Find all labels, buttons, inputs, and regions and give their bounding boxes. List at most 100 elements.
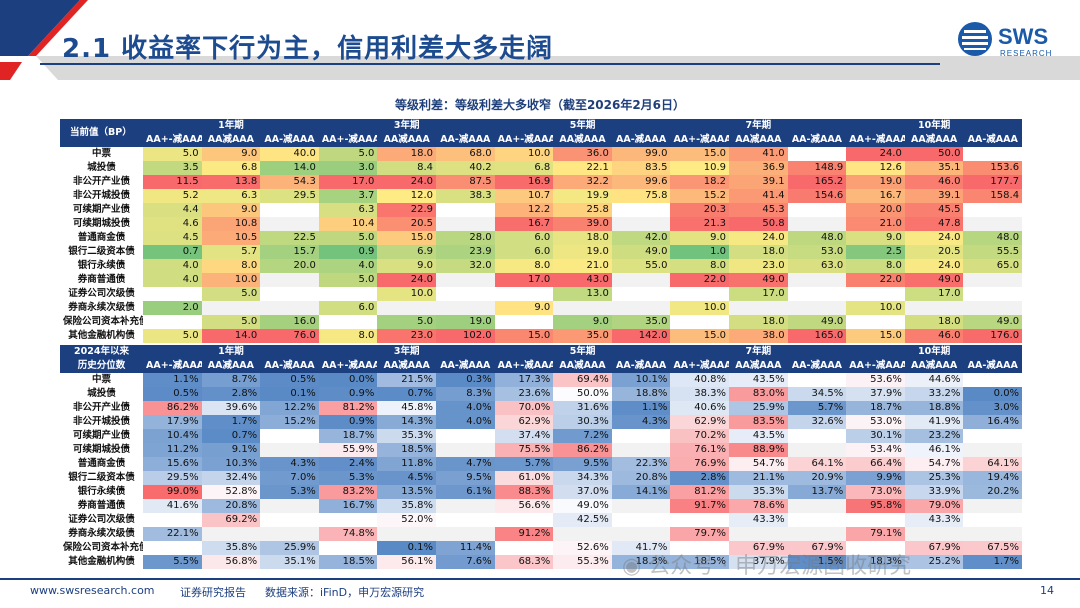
table-cell: 55.0 — [611, 259, 671, 273]
rating-header: AA-减AAA — [787, 359, 847, 373]
table-cell — [494, 541, 554, 555]
table-cell: 22.5 — [260, 231, 319, 245]
table-cell: 0.7% — [201, 429, 261, 443]
table-cell — [904, 301, 964, 315]
table-cell — [260, 527, 319, 541]
table-cell: 10.0 — [846, 301, 905, 315]
table-cell — [436, 301, 495, 315]
table-cell: 5.0 — [143, 147, 202, 161]
table-cell: 18.7% — [846, 401, 905, 415]
table-cell: 41.0 — [729, 147, 788, 161]
table-cell: 4.7% — [436, 457, 495, 471]
table-cell — [963, 373, 1023, 387]
table-cell — [318, 513, 378, 527]
table-cell: 20.8% — [611, 471, 671, 485]
table-cell: 36.0 — [553, 147, 612, 161]
rating-header: AA+-减AAA — [846, 359, 905, 373]
table-cell: 18.7% — [318, 429, 378, 443]
page-title: 2.1 收益率下行为主，信用利差大多走阔 — [62, 34, 554, 64]
table-cell: 74.8% — [318, 527, 378, 541]
table-cell: 35.1% — [260, 555, 319, 569]
table-cell: 17.0 — [318, 175, 378, 189]
table-cell — [201, 527, 261, 541]
table-cell: 11.2% — [143, 443, 202, 457]
table-cell: 148.9 — [787, 161, 847, 175]
table-cell: 2.5 — [846, 245, 905, 259]
table-cell: 70.2% — [670, 429, 730, 443]
table-cell: 18.0 — [553, 231, 612, 245]
table-cell: 23.0 — [729, 259, 788, 273]
table-cell: 25.9% — [729, 401, 788, 415]
table-cell: 52.8% — [201, 485, 261, 499]
table-cell: 18.3% — [846, 555, 905, 569]
table-cell: 99.6 — [611, 175, 671, 189]
table-cell: 48.0 — [963, 231, 1023, 245]
table-cell — [611, 499, 671, 513]
row-label: 非公开城投债 — [72, 190, 130, 201]
table-cell: 40.0 — [260, 147, 319, 161]
row-label: 可续期产业债 — [72, 204, 130, 215]
table-cell: 2.0 — [143, 301, 202, 315]
table-cell: 99.0 — [611, 147, 671, 161]
table-cell: 22.0 — [846, 273, 905, 287]
table-cell: 0.9 — [318, 245, 378, 259]
rating-header: AA+-减AAA — [318, 133, 378, 147]
row-label: 普通商金债 — [77, 232, 126, 243]
table-cell: 11.5 — [143, 175, 202, 189]
table-cell: 5.0 — [143, 329, 202, 343]
table-cell: 49.0% — [553, 499, 612, 513]
table-cell: 20.5 — [377, 217, 436, 231]
spread-table: 当前值（BP） 1年期 3年期 5年期 7年期 10年期 AA+-减AAA AA减AAA AA-… — [60, 119, 1023, 569]
table-cell: 5.7% — [787, 401, 847, 415]
table-cell: 5.0 — [318, 273, 378, 287]
table-cell: 83.5 — [611, 161, 671, 175]
table-cell: 17.0 — [494, 273, 554, 287]
table-cell: 86.2% — [553, 443, 612, 457]
table-cell: 24.0 — [904, 231, 964, 245]
table-cell: 50.8 — [729, 217, 788, 231]
table-cell — [787, 513, 847, 527]
table-cell: 13.7% — [787, 485, 847, 499]
table-cell — [611, 443, 671, 457]
table-row: 普通商金债 15.6% 10.3% 4.3% 2.4% 11.8% 4.7% 5.7% 9.5%… — [60, 457, 1023, 471]
table-cell: 24.0 — [904, 259, 964, 273]
table-cell: 35.1 — [904, 161, 964, 175]
table-cell: 16.0 — [260, 315, 319, 329]
table-cell: 25.9% — [260, 541, 319, 555]
table-cell: 43.5% — [729, 429, 788, 443]
table-cell: 13.8 — [201, 175, 261, 189]
table-cell — [143, 315, 202, 329]
table-cell: 8.3% — [436, 387, 495, 401]
rating-header: AA+-减AAA — [846, 133, 905, 147]
table-cell: 66.4% — [846, 457, 905, 471]
table-cell — [670, 287, 730, 301]
table-cell: 33.9% — [904, 485, 964, 499]
rating-header: AA-减AAA — [963, 359, 1023, 373]
table-cell: 3.7 — [318, 189, 378, 203]
row-label: 银行永续债 — [77, 486, 126, 497]
section-spacer — [60, 343, 1023, 345]
table-cell: 9.0 — [494, 301, 554, 315]
table-cell: 43.3% — [729, 513, 788, 527]
footer-website[interactable]: www.swsresearch.com — [30, 584, 155, 597]
row-label: 银行永续债 — [77, 260, 126, 271]
table-cell: 154.6 — [787, 189, 847, 203]
table-cell — [494, 287, 554, 301]
table-cell: 2.8% — [670, 471, 730, 485]
table-cell: 68.3% — [494, 555, 554, 569]
table-cell: 9.0 — [553, 315, 612, 329]
table-cell: 4.0% — [436, 415, 495, 429]
table-cell: 53.0 — [787, 245, 847, 259]
table-cell: 18.0 — [729, 315, 788, 329]
table-cell — [436, 273, 495, 287]
table-cell: 1.5% — [787, 555, 847, 569]
table-cell: 10.0 — [670, 301, 730, 315]
table-cell: 62.9% — [670, 415, 730, 429]
table-cell: 33.2% — [904, 387, 964, 401]
table-cell: 19.9 — [553, 189, 612, 203]
table-cell: 0.1% — [260, 387, 319, 401]
table-cell: 48.0 — [787, 231, 847, 245]
section-label: 当前值（BP） — [60, 119, 143, 147]
table-cell — [787, 203, 847, 217]
table-cell: 32.2 — [553, 175, 612, 189]
